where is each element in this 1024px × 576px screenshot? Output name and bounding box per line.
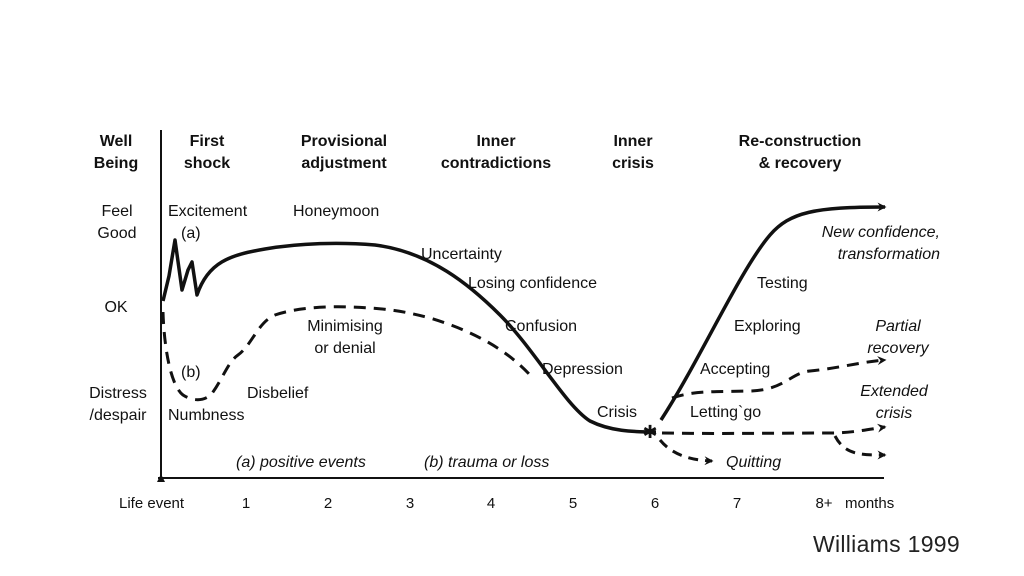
label-extended-crisis-line1: Extended [860, 383, 929, 400]
x-ticks: 1 2 3 4 5 6 7 8+ [242, 495, 833, 512]
label-uncertainty: Uncertainty [421, 246, 502, 263]
label-new-confidence-line2: transformation [838, 246, 940, 263]
phase-provisional-line2: adjustment [301, 155, 387, 172]
phase-first-shock-line2: shock [184, 155, 230, 172]
axis-title-line2: Being [94, 155, 138, 172]
label-quitting: Quitting [726, 454, 781, 471]
label-exploring: Exploring [734, 318, 801, 335]
x-unit-months: months [845, 495, 894, 512]
x-tick-label: 1 [242, 495, 250, 512]
curve-b-trauma [161, 305, 532, 402]
phase-inner-crisis-line1: Inner [613, 133, 652, 150]
x-label-life-event: Life event [119, 495, 185, 512]
phase-provisional-line1: Provisional [301, 133, 387, 150]
label-partial-recovery-line2: recovery [867, 340, 929, 357]
label-excitement: Excitement [168, 203, 248, 220]
branch-extended-crisis-lower [833, 435, 887, 460]
branch-extended-crisis [661, 423, 887, 435]
branch-quitting [658, 439, 714, 466]
y-label-distress-line2: /despair [90, 407, 148, 424]
x-tick-label: 5 [569, 495, 577, 512]
label-testing: Testing [757, 275, 808, 292]
branch-partial-recovery [671, 356, 887, 400]
phase-inner-crisis-line2: crisis [612, 155, 654, 172]
citation: Williams 1999 [812, 531, 960, 557]
label-a-marker: (a) [181, 225, 201, 242]
label-numbness: Numbness [168, 407, 244, 424]
legend-positive-events: (a) positive events [236, 454, 366, 471]
x-tick-label: 3 [406, 495, 414, 512]
x-tick-label: 6 [651, 495, 659, 512]
label-b-marker: (b) [181, 364, 201, 381]
label-accepting: Accepting [700, 361, 770, 378]
label-minimising-line1: Minimising [307, 318, 383, 335]
x-tick-label: 2 [324, 495, 332, 512]
label-depression: Depression [542, 361, 623, 378]
branch-new-confidence [659, 202, 887, 421]
life-event-arrow-icon [157, 474, 165, 482]
y-label-distress-line1: Distress [89, 385, 147, 402]
phase-inner-contradictions-line2: contradictions [441, 155, 551, 172]
phase-first-shock-line1: First [190, 133, 225, 150]
legend-trauma-loss: (b) trauma or loss [424, 454, 549, 471]
crisis-star-icon: ✱ [642, 422, 657, 443]
y-label-feel-line1: Feel [101, 203, 132, 220]
label-honeymoon: Honeymoon [293, 203, 379, 220]
label-minimising-line2: or denial [314, 340, 375, 357]
x-tick-label: 7 [733, 495, 741, 512]
curve-a-positive [161, 238, 657, 434]
label-extended-crisis-line2: crisis [876, 405, 912, 422]
x-tick-label: 4 [487, 495, 495, 512]
phase-inner-contradictions-line1: Inner [476, 133, 515, 150]
label-new-confidence-line1: New confidence, [822, 224, 940, 241]
label-disbelief: Disbelief [247, 385, 309, 402]
phase-reconstruction-line1: Re-construction [739, 133, 862, 150]
x-tick-label: 8+ [815, 495, 832, 512]
y-label-feel-line2: Good [97, 225, 136, 242]
label-confusion: Confusion [505, 318, 577, 335]
y-label-ok: OK [104, 299, 127, 316]
label-crisis: Crisis [597, 404, 637, 421]
phase-reconstruction-line2: & recovery [759, 155, 842, 172]
axis-title-line1: Well [100, 133, 133, 150]
label-partial-recovery-line1: Partial [875, 318, 921, 335]
label-letting-go: Letting`go [690, 404, 761, 421]
label-losing-confidence: Losing confidence [468, 275, 597, 292]
